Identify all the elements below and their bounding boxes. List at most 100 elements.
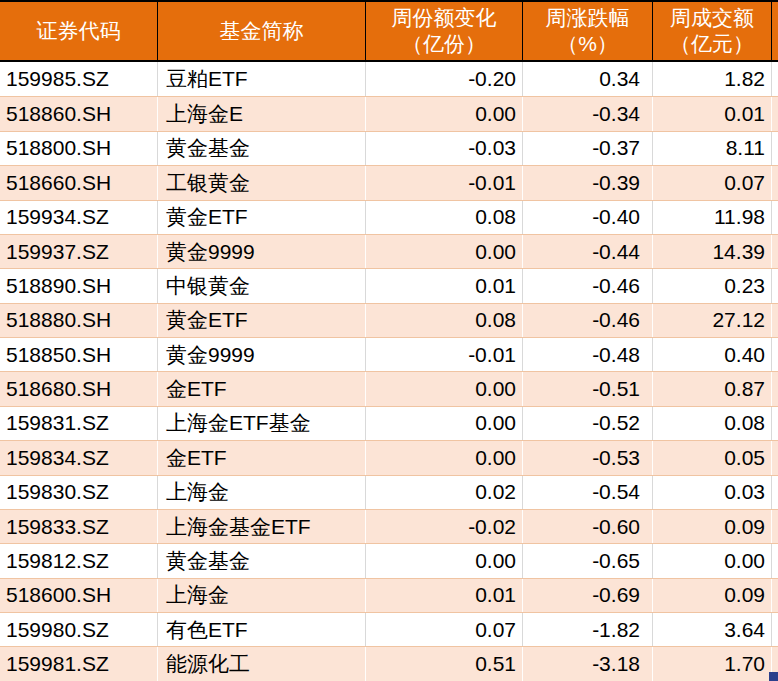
security-code-cell: 159834.SZ	[0, 441, 157, 474]
row-spacer	[771, 613, 778, 646]
weekly-pct-change-cell: -3.18	[522, 647, 652, 680]
row-spacer	[771, 510, 778, 543]
weekly-turnover-cell: 14.39	[652, 235, 771, 268]
weekly-share-change-cell: 0.00	[365, 235, 522, 268]
security-code-cell: 159980.SZ	[0, 613, 157, 646]
fund-name-cell: 工银黄金	[157, 166, 365, 199]
security-code-cell: 518850.SH	[0, 338, 157, 371]
weekly-pct-change-cell: -0.37	[522, 132, 652, 165]
fund-name-cell: 黄金基金	[157, 544, 365, 577]
col-header-label-line1: 周成交额	[670, 5, 754, 31]
header-spacer	[771, 2, 778, 60]
weekly-pct-change-cell: -0.65	[522, 544, 652, 577]
weekly-pct-change-cell: -0.60	[522, 510, 652, 543]
weekly-pct-change-cell: -0.52	[522, 407, 652, 440]
fund-name-cell: 金ETF	[157, 441, 365, 474]
row-spacer	[771, 579, 778, 612]
weekly-turnover-cell: 11.98	[652, 201, 771, 234]
weekly-pct-change-cell: -0.44	[522, 235, 652, 268]
weekly-pct-change-cell: 0.34	[522, 62, 652, 96]
table-row: 159934.SZ 黄金ETF 0.08 -0.40 11.98	[0, 200, 778, 234]
weekly-turnover-cell: 0.23	[652, 269, 771, 302]
fund-name-cell: 黄金ETF	[157, 201, 365, 234]
weekly-share-change-cell: 0.00	[365, 372, 522, 405]
weekly-pct-change-cell: -0.53	[522, 441, 652, 474]
weekly-share-change-cell: -0.03	[365, 132, 522, 165]
security-code-cell: 518860.SH	[0, 97, 157, 130]
weekly-turnover-cell: 27.12	[652, 304, 771, 337]
security-code-cell: 518800.SH	[0, 132, 157, 165]
security-code-cell: 518890.SH	[0, 269, 157, 302]
fund-name-cell: 黄金ETF	[157, 304, 365, 337]
table-row: 518600.SH 上海金 0.01 -0.69 0.09	[0, 578, 778, 612]
weekly-turnover-cell: 0.07	[652, 166, 771, 199]
weekly-share-change-cell: -0.01	[365, 338, 522, 371]
col-header-label-line2: （亿元）	[670, 31, 754, 57]
col-header-label-line1: 周份额变化	[392, 5, 497, 31]
row-spacer	[771, 201, 778, 234]
table-row: 159980.SZ 有色ETF 0.07 -1.82 3.64	[0, 612, 778, 646]
weekly-pct-change-cell: -1.82	[522, 613, 652, 646]
table-row: 518680.SH 金ETF 0.00 -0.51 0.87	[0, 371, 778, 405]
row-spacer	[771, 97, 778, 130]
weekly-pct-change-cell: -0.48	[522, 338, 652, 371]
fund-name-cell: 上海金ETF基金	[157, 407, 365, 440]
weekly-share-change-cell: -0.02	[365, 510, 522, 543]
fund-name-cell: 有色ETF	[157, 613, 365, 646]
fund-name-cell: 上海金	[157, 476, 365, 509]
weekly-share-change-cell: -0.01	[365, 166, 522, 199]
row-spacer	[771, 304, 778, 337]
row-spacer	[771, 62, 778, 96]
col-header-weekly-pct-change: 周涨跌幅 （%）	[522, 2, 652, 60]
fund-name-cell: 金ETF	[157, 372, 365, 405]
weekly-share-change-cell: -0.20	[365, 62, 522, 96]
table-row: 159937.SZ 黄金9999 0.00 -0.44 14.39	[0, 234, 778, 268]
table-row: 159831.SZ 上海金ETF基金 0.00 -0.52 0.08	[0, 406, 778, 440]
weekly-pct-change-cell: -0.69	[522, 579, 652, 612]
fund-name-cell: 上海金E	[157, 97, 365, 130]
weekly-turnover-cell: 0.08	[652, 407, 771, 440]
col-header-label: 基金简称	[220, 18, 304, 44]
weekly-turnover-cell: 0.05	[652, 441, 771, 474]
weekly-turnover-cell: 8.11	[652, 132, 771, 165]
weekly-turnover-cell: 0.40	[652, 338, 771, 371]
row-spacer	[771, 269, 778, 302]
weekly-share-change-cell: 0.01	[365, 579, 522, 612]
weekly-share-change-cell: 0.00	[365, 407, 522, 440]
weekly-turnover-cell: 1.70	[652, 647, 771, 680]
row-spacer	[771, 338, 778, 371]
row-spacer	[771, 372, 778, 405]
fund-name-cell: 上海金	[157, 579, 365, 612]
col-header-label-line1: 周涨跌幅	[546, 5, 630, 31]
security-code-cell: 159830.SZ	[0, 476, 157, 509]
row-spacer	[771, 235, 778, 268]
weekly-pct-change-cell: -0.34	[522, 97, 652, 130]
table-header-row: 证券代码 基金简称 周份额变化 （亿份） 周涨跌幅 （%） 周成交额 （亿元）	[0, 0, 778, 62]
weekly-turnover-cell: 0.87	[652, 372, 771, 405]
weekly-share-change-cell: 0.02	[365, 476, 522, 509]
weekly-pct-change-cell: -0.39	[522, 166, 652, 199]
table-row: 159830.SZ 上海金 0.02 -0.54 0.03	[0, 475, 778, 509]
weekly-share-change-cell: 0.08	[365, 201, 522, 234]
fund-name-cell: 黄金9999	[157, 338, 365, 371]
weekly-share-change-cell: 0.00	[365, 544, 522, 577]
fund-name-cell: 能源化工	[157, 647, 365, 680]
weekly-turnover-cell: 3.64	[652, 613, 771, 646]
weekly-turnover-cell: 0.09	[652, 510, 771, 543]
table-row: 518880.SH 黄金ETF 0.08 -0.46 27.12	[0, 303, 778, 337]
weekly-pct-change-cell: -0.46	[522, 269, 652, 302]
security-code-cell: 159812.SZ	[0, 544, 157, 577]
security-code-cell: 518680.SH	[0, 372, 157, 405]
fund-name-cell: 黄金9999	[157, 235, 365, 268]
security-code-cell: 518880.SH	[0, 304, 157, 337]
fund-name-cell: 上海金基金ETF	[157, 510, 365, 543]
table-row: 518800.SH 黄金基金 -0.03 -0.37 8.11	[0, 131, 778, 165]
weekly-share-change-cell: 0.07	[365, 613, 522, 646]
selection-handle	[769, 672, 778, 681]
security-code-cell: 518600.SH	[0, 579, 157, 612]
table-row: 518890.SH 中银黄金 0.01 -0.46 0.23	[0, 268, 778, 302]
table-row: 159812.SZ 黄金基金 0.00 -0.65 0.00	[0, 543, 778, 577]
weekly-share-change-cell: 0.08	[365, 304, 522, 337]
col-header-label-line2: （%）	[557, 31, 618, 57]
col-header-weekly-share-change: 周份额变化 （亿份）	[365, 2, 522, 60]
